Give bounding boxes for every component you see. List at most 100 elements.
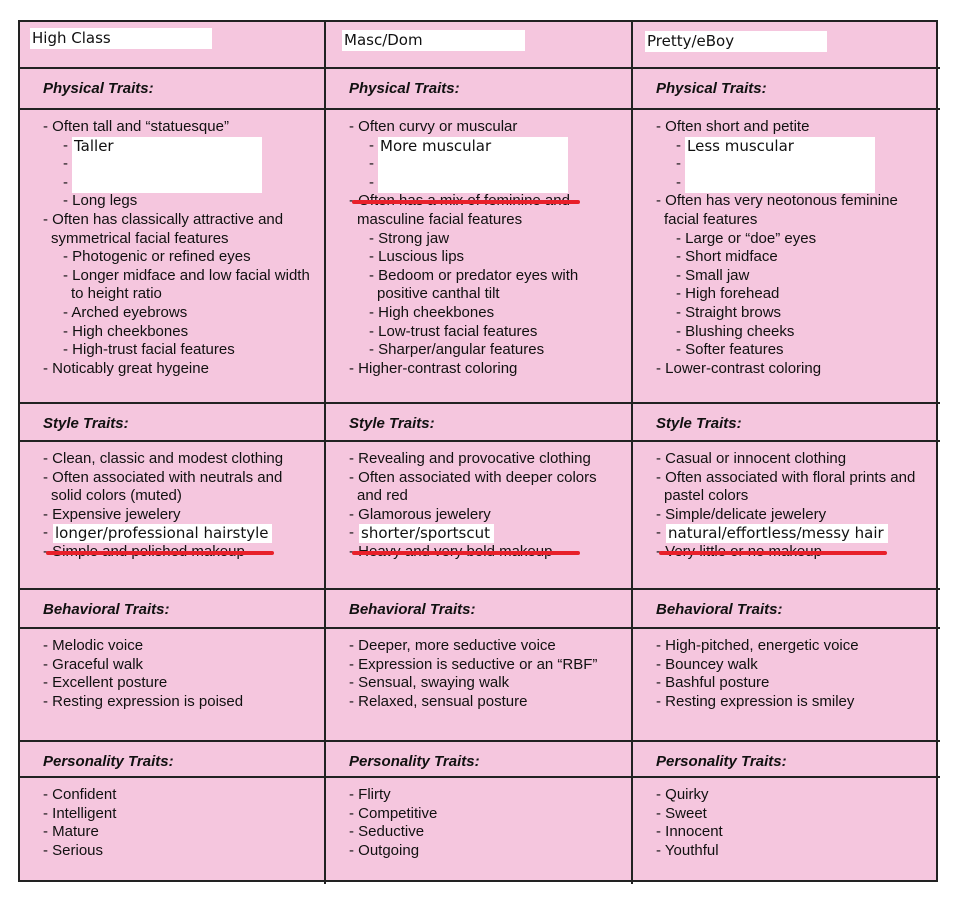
list-item: - Youthful [656,841,719,859]
list-item: - Sweet [656,804,707,822]
list-item: - Resting expression is poised [43,692,244,710]
section-label-physical: Physical Traits: [349,80,460,97]
section-body-behavioral: - Deeper, more seductive voice - Expressi… [326,629,631,711]
list-item: - High cheekbones [369,303,495,321]
overlay-note: longer/professional hairstyle [53,524,273,543]
list-item: - Often associated with floral prints an… [656,468,916,505]
list-item: - Sensual, swaying walk [349,674,510,692]
list-item: - Simple/delicate jewelery [656,505,827,523]
table-cell: - Often curvy or muscular---- Often has … [326,110,633,404]
list-item: - Expression is seductive or an “RBF” [349,655,598,673]
section-body-style: - Clean, classic and modest clothing - Of… [20,442,324,562]
section-label-personality: Personality Traits: [43,753,174,770]
table-cell: - Melodic voice - Graceful walk - Excellen… [20,629,326,742]
list-item: - High-pitched, energetic voice [656,637,859,654]
overlay-note: Taller [72,137,262,193]
list-item: - Clean, classic and modest clothing [43,450,284,467]
table-cell: Behavioral Traits: [326,590,633,629]
overlay-note: natural/effortless/messy hair [666,524,888,543]
list-item: - Competitive [349,804,438,822]
list-item: - Straight brows [676,303,782,321]
table-cell: Personality Traits: [633,742,940,778]
section-body-behavioral: - Melodic voice - Graceful walk - Excellen… [20,629,324,711]
list-item: - Often tall and “statuesque” [43,118,229,135]
list-item: - [369,173,374,191]
table-cell: - Clean, classic and modest clothing - Of… [20,442,326,590]
table-cell: Personality Traits: [20,742,326,778]
section-label-personality: Personality Traits: [656,753,787,770]
list-item: - Short midface [676,248,778,266]
list-item: - High cheekbones [63,322,189,340]
section-body-personality: - Confident - Intelligent - Mature - Seriou… [20,778,324,860]
table-cell: - Flirty - Competitive - Seductive - Outgoi… [326,778,633,884]
table-cell: Pretty/eBoy [633,22,940,69]
table-cell: Physical Traits: [326,69,633,110]
list-item: - Large or “doe” eyes [676,229,817,247]
section-body-style: - Revealing and provocative clothing - Of… [326,442,631,562]
table-cell: Style Traits: [20,404,326,442]
section-label-personality: Personality Traits: [349,753,480,770]
list-item: - Serious [43,841,104,859]
section-body-behavioral: - High-pitched, energetic voice - Bouncey… [633,629,940,711]
list-item: - Small jaw [676,266,750,284]
table-cell: - Casual or innocent clothing - Often ass… [633,442,940,590]
list-item: - Often curvy or muscular [349,118,518,135]
table-cell: Personality Traits: [326,742,633,778]
section-body-physical: - Often tall and “statuesque” - - - - Long l… [20,110,324,378]
list-item: - Bouncey walk [656,655,758,673]
list-item: - Deeper, more seductive voice [349,637,556,654]
list-item: - Melodic voice [43,637,144,654]
list-item: - Blushing cheeks [676,322,795,340]
table-cell: - Deeper, more seductive voice - Expressi… [326,629,633,742]
list-item: - Quirky [656,786,709,803]
list-item: - Softer features [676,341,784,359]
list-item: - Mature [43,823,99,841]
list-item: - Sharper/angular features [369,341,545,359]
section-label-behavioral: Behavioral Traits: [656,601,783,618]
list-item: - Often short and petite [656,118,810,135]
list-item: - [63,136,68,154]
table-cell: High Class [20,22,326,69]
table-cell: - Revealing and provocative clothing - Of… [326,442,633,590]
table-cell: - Often short and petite - - - - Often has v… [633,110,940,404]
list-item: - [63,155,68,173]
section-body-physical: - Often curvy or muscular---- Often has … [326,110,631,378]
section-label-physical: Physical Traits: [43,80,154,97]
list-item: - Confident [43,786,117,803]
list-item: - Low-trust facial features [369,322,538,340]
strikethrough-line [46,551,274,555]
list-item: - Casual or innocent clothing [656,450,847,467]
list-item: - Resting expression is smiley [656,692,855,710]
section-label-physical: Physical Traits: [656,80,767,97]
list-item: - Lower-contrast coloring [656,359,822,377]
section-label-style: Style Traits: [43,415,129,432]
list-item: - Often associated with deeper colors an… [349,468,597,505]
list-item: - Expensive jewelery [43,505,181,523]
table-cell: Style Traits: [633,404,940,442]
list-item: - Intelligent [43,804,117,822]
list-item: - Excellent posture [43,674,168,692]
list-item: - High-trust facial features [63,341,235,359]
section-body-personality: - Flirty - Competitive - Seductive - Outgoi… [326,778,631,860]
list-item: - Outgoing [349,841,420,859]
strikethrough-line [659,551,887,555]
list-item: - Longer midface and low facial width to… [63,266,310,303]
list-item: - [676,136,681,154]
column-header: High Class [30,28,212,49]
table-cell: - Quirky - Sweet - Innocent - Youthful [633,778,940,884]
list-item: - Often has classically attractive and s… [43,210,284,247]
list-item: - [369,155,374,173]
list-item: - Relaxed, sensual posture [349,692,528,710]
list-item: - High forehead [676,285,780,303]
list-item: - [676,173,681,191]
list-item: - Seductive [349,823,425,841]
list-item: - [676,155,681,173]
traits-table: High Class Masc/Dom Pretty/eBoy Physical Tr… [18,20,940,884]
list-item: - [63,173,68,191]
section-body-style: - Casual or innocent clothing - Often ass… [633,442,940,562]
table-cell: - High-pitched, energetic voice - Bouncey… [633,629,940,742]
list-item: - Graceful walk [43,655,144,673]
list-item: - Strong jaw [369,229,450,247]
list-item: - Bashful posture [656,674,770,692]
table-cell: - Confident - Intelligent - Mature - Seriou… [20,778,326,884]
